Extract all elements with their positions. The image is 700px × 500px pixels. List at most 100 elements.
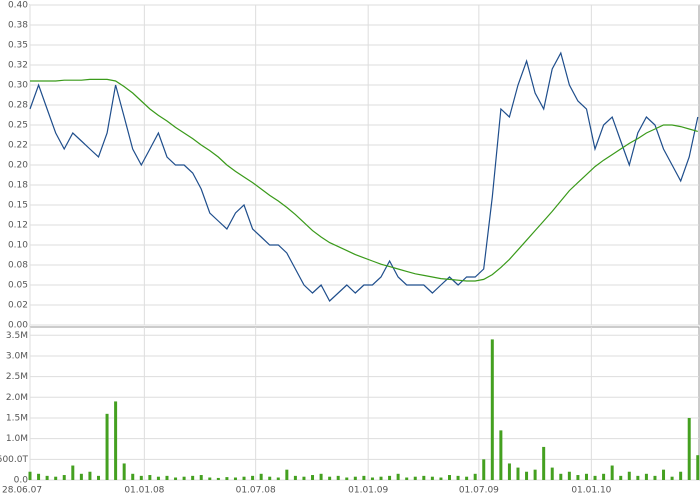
volume-bar [199, 475, 203, 480]
volume-bar [482, 459, 486, 480]
volume-bar [148, 475, 152, 480]
volume-bar [28, 471, 32, 480]
volume-bar [696, 455, 700, 480]
x-tick-label: 01.01.08 [124, 486, 164, 496]
volume-panel [29, 326, 700, 481]
volume-bar [242, 476, 246, 480]
y-tick-label: 0.0 [14, 476, 29, 486]
volume-bar [653, 475, 657, 480]
volume-bar [533, 469, 537, 480]
volume-bar [379, 476, 383, 480]
volume-bar [105, 413, 109, 480]
volume-bar [499, 430, 503, 480]
volume-bar [259, 473, 263, 480]
volume-bar [670, 476, 674, 480]
volume-bar [336, 475, 340, 480]
volume-bar [422, 475, 426, 480]
x-tick-label: 01.01.09 [348, 486, 388, 496]
x-tick-label: 01.01.10 [571, 486, 611, 496]
volume-bar [662, 469, 666, 480]
volume-bar [550, 467, 554, 480]
y-tick-label: 1.0M [6, 434, 28, 444]
volume-bar [45, 475, 49, 480]
volume-bar [610, 465, 614, 480]
volume-bar [593, 475, 597, 480]
volume-bar [174, 477, 178, 480]
y-tick-label: 0.20 [8, 161, 28, 171]
y-tick-label: 0.02 [8, 301, 28, 311]
y-tick-label: 2.0M [6, 393, 28, 403]
volume-bar [644, 473, 648, 480]
volume-bar [516, 467, 520, 480]
volume-bar [345, 477, 349, 480]
y-tick-label: 0.00 [8, 321, 28, 331]
volume-bar [182, 476, 186, 480]
volume-bar [388, 475, 392, 480]
volume-bar [114, 401, 118, 480]
volume-bar [465, 476, 469, 480]
volume-bar [430, 476, 434, 480]
y-tick-label: 3.0M [6, 351, 28, 361]
volume-bar [293, 475, 297, 480]
volume-bar [507, 463, 511, 480]
y-tick-label: 0.18 [8, 181, 28, 191]
volume-bar [559, 473, 563, 480]
volume-bar [311, 475, 315, 480]
volume-bar [79, 473, 83, 480]
y-tick-label: 0.05 [8, 281, 28, 291]
volume-bar [576, 475, 580, 480]
y-tick-label: 2.5M [6, 372, 28, 382]
volume-bar [285, 469, 289, 480]
volume-bar [62, 475, 66, 480]
y-tick-label: 0.30 [8, 81, 28, 91]
volume-bar [448, 475, 452, 480]
y-tick-label: 0.22 [8, 141, 28, 151]
volume-bar [233, 477, 237, 480]
volume-bar [456, 475, 460, 480]
volume-bar [602, 473, 606, 480]
volume-bar [71, 465, 75, 480]
y-tick-label: 0.25 [8, 121, 28, 131]
volume-bar [405, 477, 409, 480]
volume-bar [251, 475, 255, 480]
volume-bar [88, 471, 92, 480]
volume-bar [122, 463, 126, 480]
volume-bar [584, 473, 588, 480]
price-line [30, 78, 698, 282]
volume-bar [619, 475, 623, 480]
volume-bar [627, 471, 631, 480]
y-tick-label: 0.38 [8, 21, 28, 31]
x-tick-label: 28.06.07 [2, 486, 42, 496]
volume-bar [96, 475, 100, 480]
volume-bar [636, 475, 640, 480]
y-tick-label: 500.0T [0, 455, 28, 465]
volume-bar [208, 477, 212, 480]
volume-bar [54, 476, 58, 480]
volume-bar [216, 477, 220, 480]
y-tick-label: 0.28 [8, 101, 28, 111]
volume-bar [413, 476, 417, 480]
y-tick-label: 0.40 [8, 1, 28, 11]
volume-bar [191, 475, 195, 480]
volume-bar [319, 473, 323, 480]
x-tick-label: 01.07.09 [459, 486, 499, 496]
volume-bar [37, 473, 41, 480]
volume-bar [396, 473, 400, 480]
volume-bar [225, 477, 229, 480]
volume-bar [567, 471, 571, 480]
y-tick-label: 0.15 [8, 201, 28, 211]
volume-bar [165, 475, 169, 480]
volume-bar [131, 473, 135, 480]
volume-bar [542, 446, 546, 480]
y-tick-label: 3.5M [6, 331, 28, 341]
y-tick-label: 0.35 [8, 41, 28, 51]
y-tick-label: 0.12 [8, 221, 28, 231]
volume-bar [156, 476, 160, 480]
volume-bar [370, 477, 374, 480]
volume-bar [687, 417, 691, 480]
volume-bar [268, 476, 272, 480]
y-tick-label: 0.32 [8, 61, 28, 71]
y-tick-label: 0.10 [8, 241, 28, 251]
